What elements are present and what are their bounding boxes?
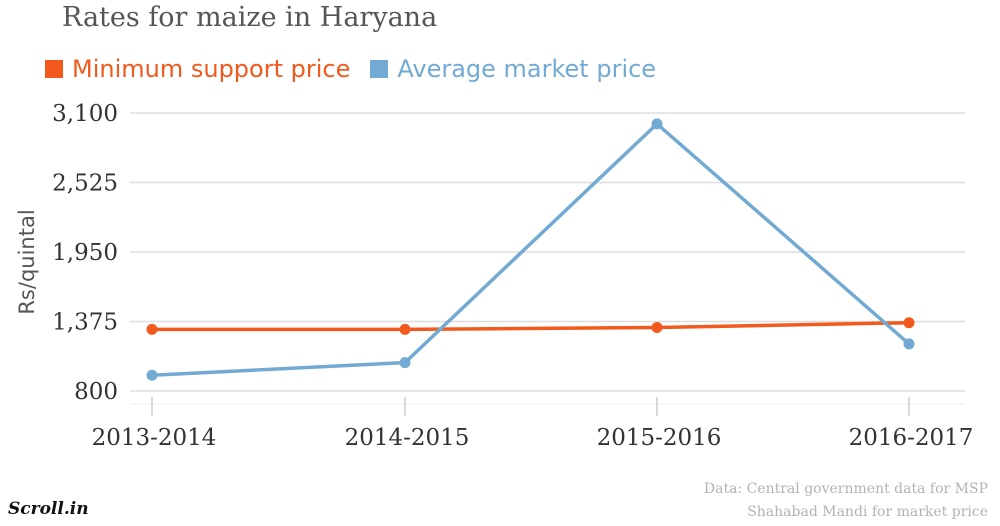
x-tick-label: 2013-2014 [92, 425, 217, 451]
y-tick-label: 2,525 [52, 171, 118, 197]
data-point-market [903, 338, 915, 350]
data-point-msp [146, 323, 158, 335]
data-point-market [399, 357, 411, 369]
legend-item-msp: Minimum support price [45, 55, 350, 83]
series-line-market [150, 122, 911, 378]
data-point-msp [651, 322, 663, 334]
x-tick-label: 2016-2017 [849, 425, 974, 451]
y-axis-label: Rs/quintal [15, 209, 39, 314]
data-point-msp [399, 323, 411, 335]
chart-legend: Minimum support price Average market pri… [45, 52, 676, 86]
source-line-2: Shahabad Mandi for market price [747, 504, 988, 520]
data-point-msp [903, 317, 915, 329]
series-line-msp [150, 320, 911, 332]
source-line-1: Data: Central government data for MSP [703, 481, 988, 497]
y-tick-label: 3,100 [52, 101, 118, 127]
x-tick-label: 2014-2015 [345, 425, 470, 451]
legend-swatch-market [370, 60, 389, 78]
y-tick-label: 1,375 [52, 310, 118, 336]
y-tick-label: 1,950 [52, 240, 118, 266]
data-point-market [651, 118, 663, 130]
legend-item-market: Average market price [370, 55, 656, 83]
source-note: Data: Central government data for MSP Sh… [704, 478, 988, 524]
data-point-market [146, 369, 158, 381]
scroll-logo: Scroll.in [8, 499, 89, 519]
legend-swatch-msp [45, 60, 63, 78]
x-tick-label: 2015-2016 [597, 425, 722, 451]
y-tick-label: 800 [74, 379, 118, 405]
chart-title: Rates for maize in Haryana [62, 2, 438, 33]
legend-label-market: Average market price [397, 55, 657, 83]
legend-label-msp: Minimum support price [72, 55, 351, 83]
